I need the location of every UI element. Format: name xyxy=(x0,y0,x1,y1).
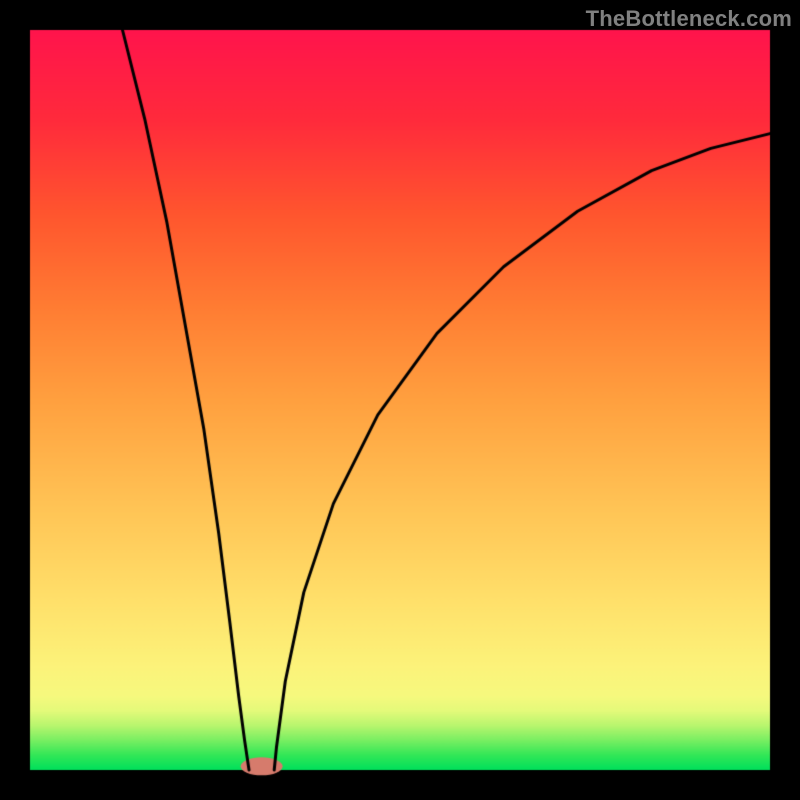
chart-container: TheBottleneck.com xyxy=(0,0,800,800)
watermark-text: TheBottleneck.com xyxy=(586,6,792,32)
curve-canvas xyxy=(0,0,800,800)
